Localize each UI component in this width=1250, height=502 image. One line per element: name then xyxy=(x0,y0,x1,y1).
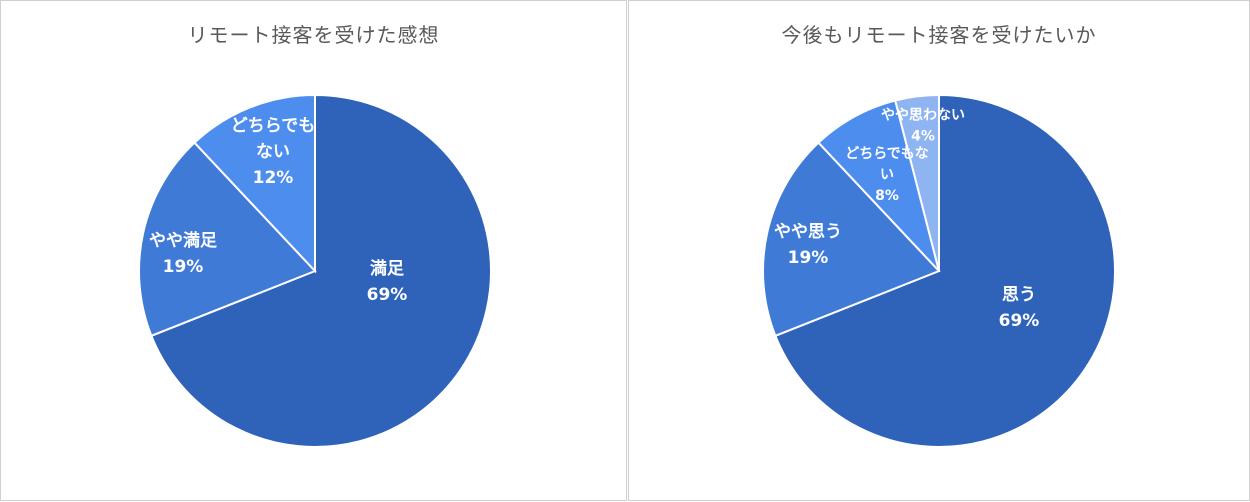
slice-label-line: 19% xyxy=(788,248,829,268)
pie-chart-future-intent: 思う 69% やや思う 19% どちらでもない 8% やや思わない 4% xyxy=(762,93,1116,448)
chart-panel-future-intent: 今後もリモート接客を受けたいか 思う 69% やや思う 19% どちらでもない 8% やや思… xyxy=(628,0,1250,501)
slice-label: 思う 69% xyxy=(999,285,1040,331)
slice-label-line: ない xyxy=(256,142,290,162)
slice-label-line: やや思わない xyxy=(881,108,965,124)
slice-label-line: どちらでも xyxy=(231,116,316,136)
slice-label-line: 8% xyxy=(875,188,899,204)
chart-title: 今後もリモート接客を受けたいか xyxy=(781,23,1097,47)
slice-label: やや思う 19% xyxy=(774,222,842,268)
slice-label-line: 4% xyxy=(911,129,935,145)
pie-slice xyxy=(894,93,940,272)
pie-slice xyxy=(150,93,492,448)
pie-slice xyxy=(774,93,1116,448)
slice-label: どちらでもない 12% xyxy=(231,116,316,188)
slice-label-line: 満足 xyxy=(370,258,404,279)
slice-label: どちらでもない 8% xyxy=(845,146,929,204)
chart-panel-satisfaction: リモート接客を受けた感想 満足 69% やや満足 19% どちらでもない 12% xyxy=(0,0,627,501)
slice-label: 満足 69% xyxy=(367,258,408,305)
pie-slice xyxy=(138,141,317,338)
slice-label-line: やや思う xyxy=(774,222,842,242)
slice-label-line: 69% xyxy=(999,311,1040,331)
pie-slice xyxy=(193,93,316,274)
slice-label: やや満足 19% xyxy=(149,230,217,277)
pie-chart-satisfaction: 満足 69% やや満足 19% どちらでもない 12% xyxy=(138,93,492,448)
slice-label: やや思わない 4% xyxy=(881,108,965,145)
slice-label-line: 19% xyxy=(163,257,204,277)
slice-label-line: 思う xyxy=(1002,285,1036,305)
slice-label-line: い xyxy=(880,167,894,183)
slice-label-line: 69% xyxy=(367,285,408,305)
slice-label-line: 12% xyxy=(253,168,294,188)
pie-slice xyxy=(762,141,941,338)
chart-title: リモート接客を受けた感想 xyxy=(187,23,440,47)
slice-label-line: どちらでもな xyxy=(845,146,929,162)
slice-label-line: やや満足 xyxy=(149,230,217,251)
pie-slice xyxy=(817,99,940,272)
